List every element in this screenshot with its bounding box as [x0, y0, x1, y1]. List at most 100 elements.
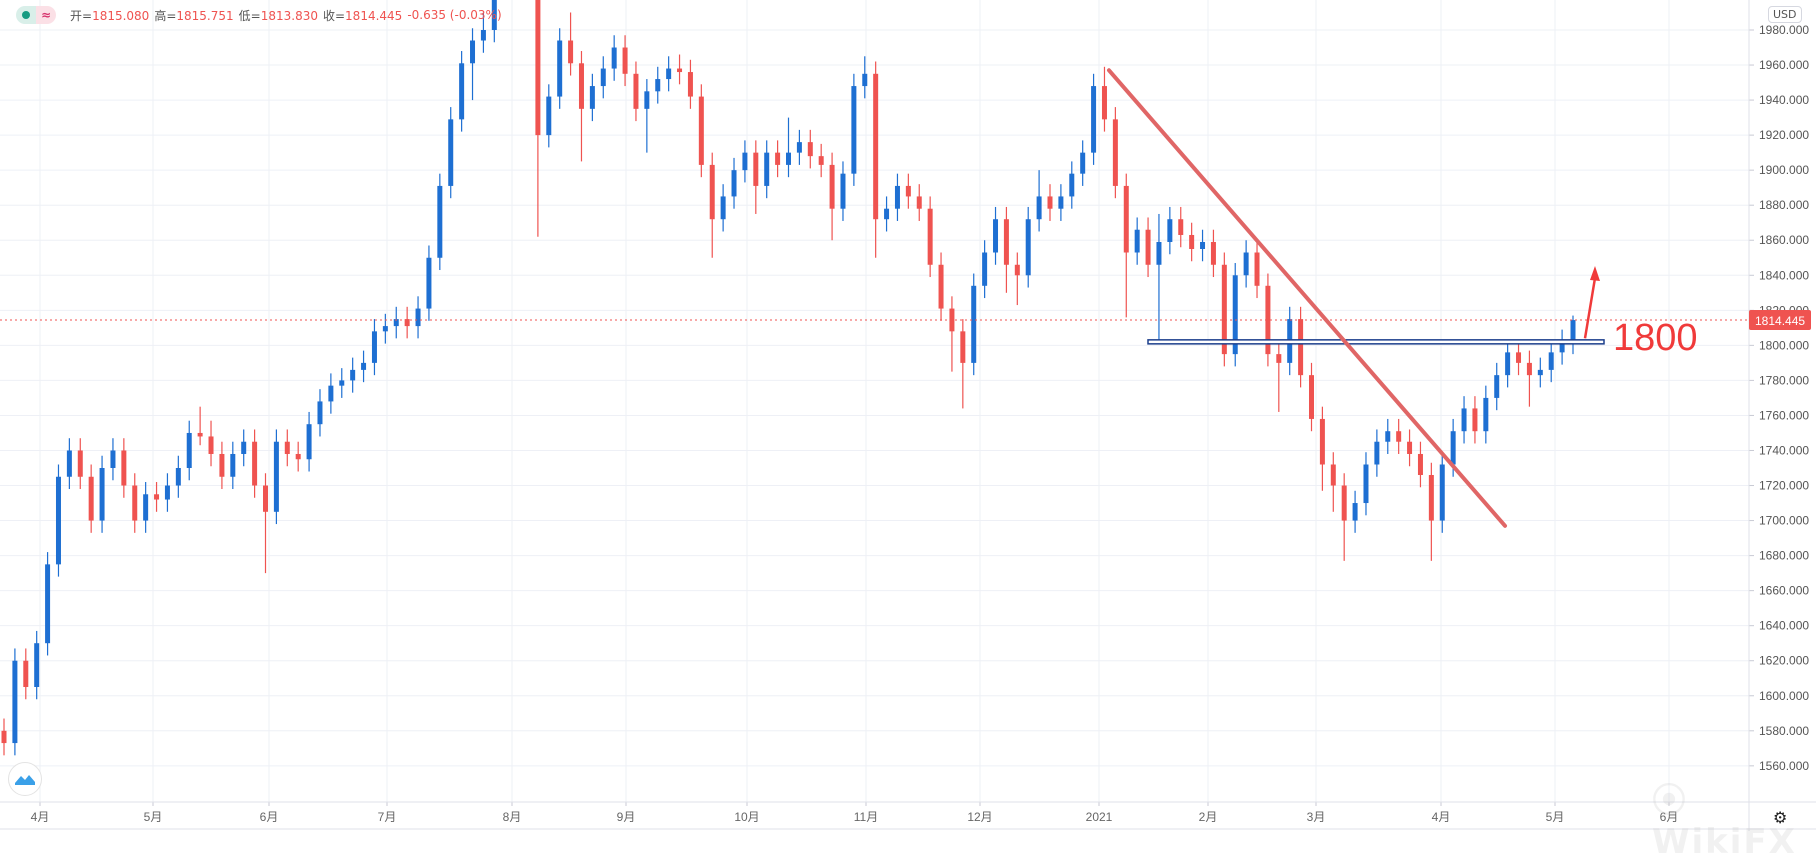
candle	[1014, 252, 1020, 306]
close-value: 收=1814.445	[322, 8, 403, 23]
candle-body	[1123, 185, 1129, 253]
candle	[557, 28, 563, 109]
candle	[1548, 340, 1554, 383]
candle-body	[927, 208, 933, 265]
candle-body	[1396, 431, 1402, 442]
candle	[1091, 73, 1097, 165]
candle	[197, 406, 203, 446]
candle-body	[1352, 503, 1358, 521]
settings-gear-icon[interactable]: ⚙	[1773, 808, 1788, 827]
candle-body	[1374, 441, 1380, 465]
candle-body	[1036, 196, 1042, 220]
candle-body	[600, 68, 606, 87]
annotation-1800: 1800	[1613, 317, 1698, 359]
candle	[470, 28, 476, 101]
candle-body	[1014, 264, 1020, 276]
candle-body	[916, 196, 922, 209]
watermark-logo: ⦿ WikiFX	[1652, 781, 1797, 862]
candle	[687, 59, 693, 109]
candle-body	[546, 96, 552, 136]
candle	[1167, 206, 1173, 255]
brand-logo-icon[interactable]	[8, 762, 42, 796]
candle	[219, 441, 225, 490]
candle-body	[1483, 397, 1489, 432]
candle	[1385, 418, 1391, 454]
candle	[905, 173, 911, 209]
y-tick-label: 1600.000	[1759, 689, 1809, 703]
candle	[306, 411, 312, 472]
candle-body	[263, 485, 268, 512]
candle-body	[1221, 264, 1227, 355]
current-price-label: 1814.445	[1755, 314, 1805, 328]
candle	[720, 184, 726, 232]
candle	[241, 429, 247, 467]
candle-body	[894, 185, 900, 209]
candle	[851, 73, 857, 186]
candle-body	[709, 164, 715, 220]
candle	[1210, 229, 1216, 278]
candle	[77, 438, 83, 490]
candle-body	[655, 79, 661, 92]
candlestick-chart[interactable]: 1560.000 1580.000 1600.000 1620.000 1640.000…	[0, 0, 1816, 831]
candle	[1036, 170, 1042, 232]
status-pill[interactable]: ≈	[16, 6, 56, 24]
candle-body	[1439, 464, 1445, 521]
candle-body	[273, 441, 279, 512]
candle	[121, 438, 127, 498]
candle	[459, 51, 465, 132]
currency-button[interactable]: USD	[1768, 6, 1802, 23]
candle	[1472, 396, 1478, 444]
y-tick-label: 1700.000	[1759, 514, 1809, 528]
candle-body	[1025, 219, 1031, 276]
y-tick-label: 1800.000	[1759, 338, 1809, 352]
candle	[753, 140, 759, 214]
candle	[611, 35, 617, 81]
candle	[546, 84, 552, 148]
candle-body	[350, 369, 356, 381]
candle-body	[775, 152, 781, 165]
candle-body	[470, 40, 476, 64]
candle-body	[568, 40, 574, 64]
candle	[143, 482, 149, 533]
candle-body	[1254, 252, 1260, 286]
x-tick-label: 8月	[503, 810, 522, 824]
candle	[1407, 429, 1413, 467]
candle	[1559, 329, 1565, 365]
candle-body	[164, 485, 170, 500]
candle-body	[807, 142, 813, 157]
candle-body	[873, 73, 879, 220]
candle	[1319, 406, 1325, 491]
candle-body	[840, 173, 846, 209]
y-tick-label: 1680.000	[1759, 549, 1809, 563]
candle	[633, 61, 639, 122]
candle-body	[1058, 196, 1064, 209]
candle	[1298, 306, 1304, 388]
candle-body	[698, 96, 704, 165]
candle	[1221, 252, 1227, 367]
candle	[818, 143, 824, 178]
candle	[1483, 385, 1489, 444]
candle	[1101, 66, 1107, 132]
candle-body	[121, 450, 127, 486]
candle	[164, 473, 170, 512]
candle	[1112, 107, 1118, 199]
candle-body	[426, 257, 432, 309]
candle	[12, 648, 18, 756]
candle	[807, 129, 813, 169]
candle-body	[1570, 320, 1576, 342]
y-tick-label: 1980.000	[1759, 23, 1809, 37]
x-tick-label: 10月	[734, 810, 759, 824]
candle-body	[339, 380, 345, 386]
candle	[110, 438, 116, 481]
candle-body	[132, 485, 138, 521]
candle-body	[829, 164, 835, 209]
candle-body	[884, 208, 890, 220]
candle	[175, 455, 181, 498]
candle	[437, 173, 443, 271]
candle	[1123, 173, 1129, 318]
y-tick-label: 1640.000	[1759, 619, 1809, 633]
candle-body	[666, 68, 672, 80]
candle-body	[34, 643, 40, 687]
candle-body	[186, 432, 192, 468]
candle	[1134, 217, 1140, 265]
